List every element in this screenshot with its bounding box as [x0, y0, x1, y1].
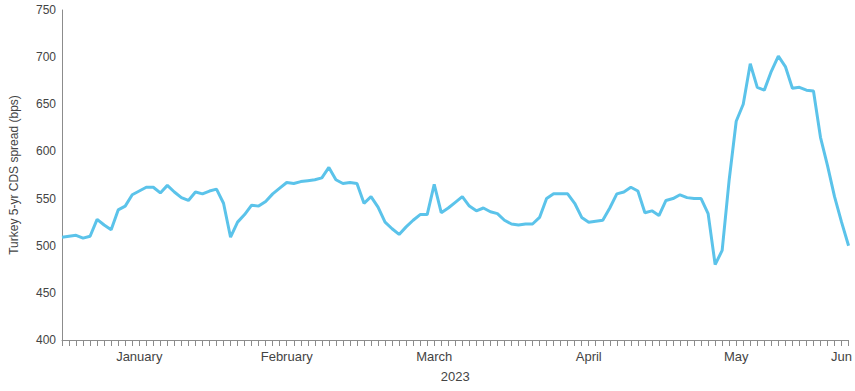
svg-text:750: 750 [36, 3, 56, 17]
svg-text:2023: 2023 [441, 369, 470, 384]
svg-text:600: 600 [36, 144, 56, 158]
svg-text:Turkey 5-yr CDS spread (bps): Turkey 5-yr CDS spread (bps) [7, 95, 21, 255]
svg-text:500: 500 [36, 239, 56, 253]
svg-text:400: 400 [36, 333, 56, 347]
svg-text:550: 550 [36, 192, 56, 206]
svg-text:650: 650 [36, 97, 56, 111]
svg-text:January: January [116, 349, 163, 364]
svg-text:May: May [724, 349, 749, 364]
svg-text:450: 450 [36, 286, 56, 300]
svg-text:March: March [416, 349, 452, 364]
svg-text:700: 700 [36, 50, 56, 64]
svg-text:Jun: Jun [831, 349, 852, 364]
svg-text:February: February [261, 349, 314, 364]
svg-text:April: April [576, 349, 602, 364]
